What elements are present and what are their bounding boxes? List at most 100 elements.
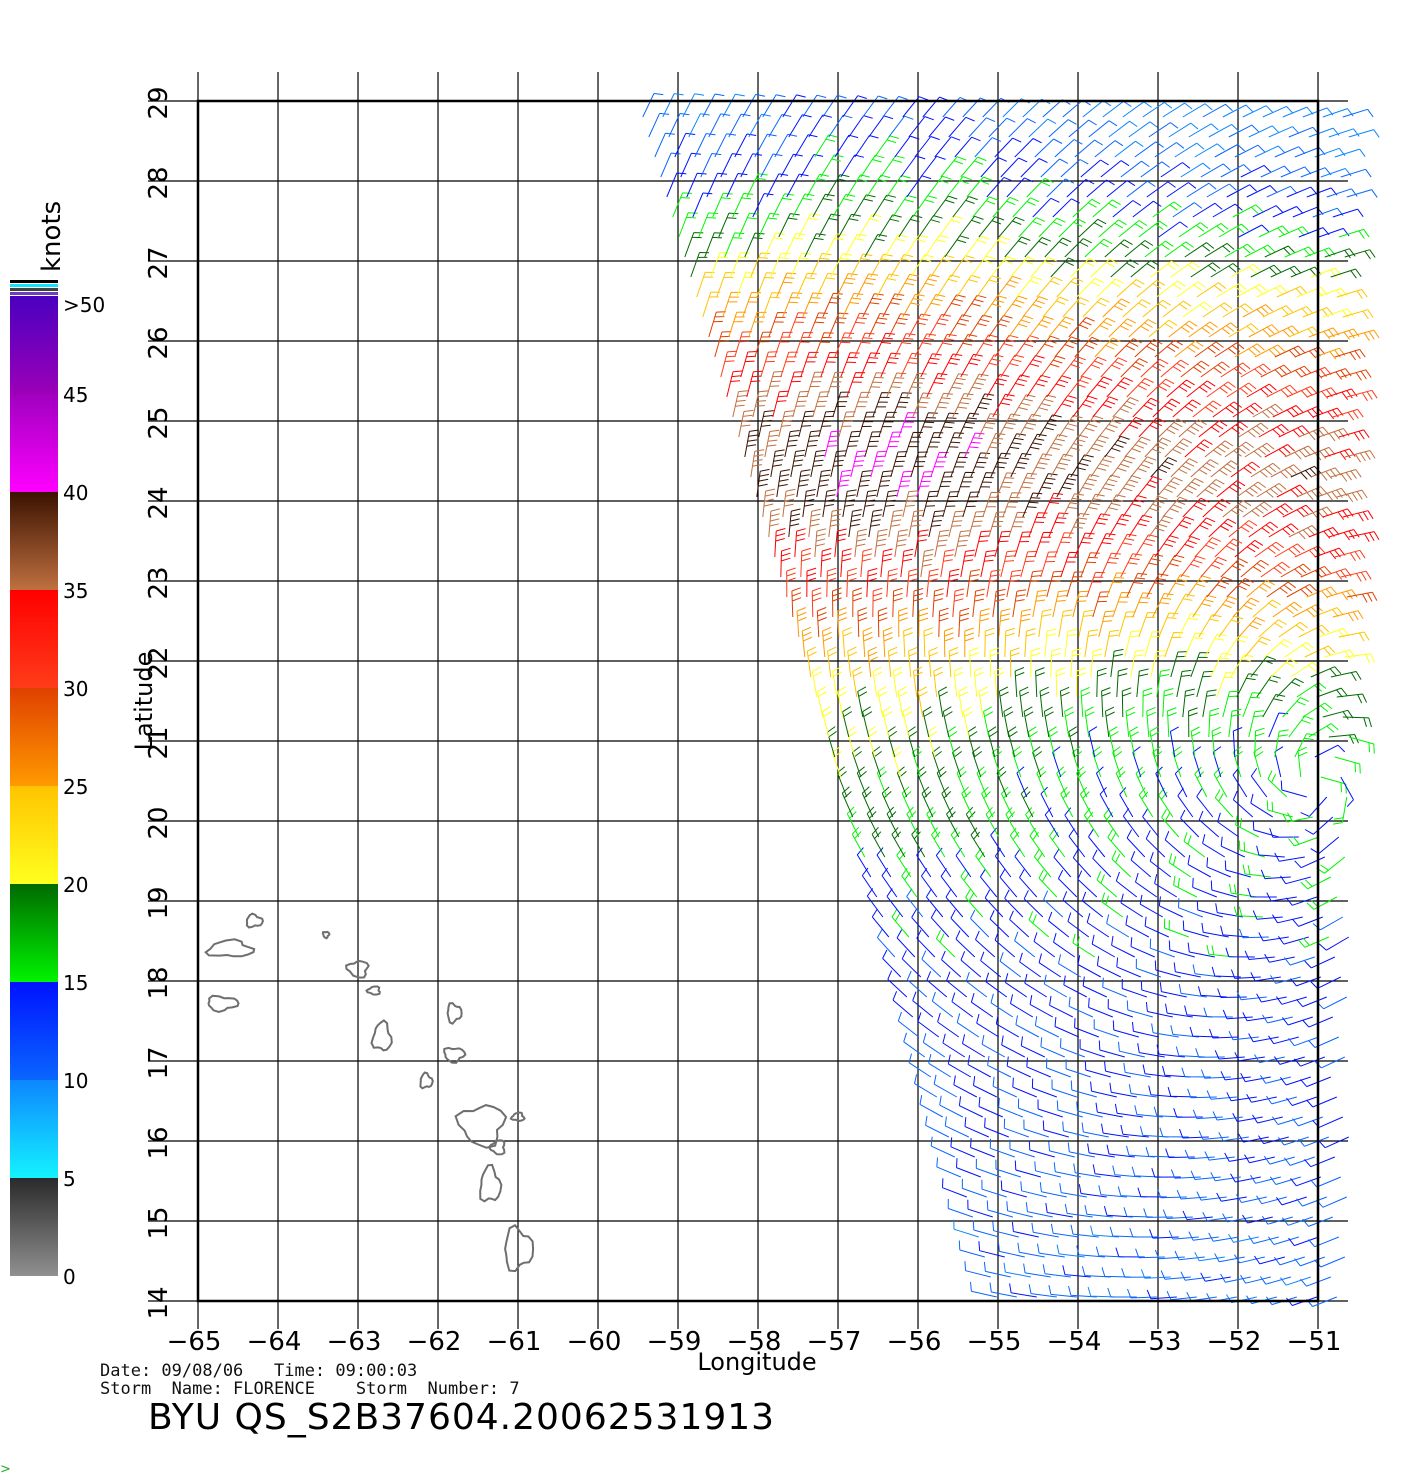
wind-barb <box>998 1097 1023 1118</box>
wind-barb <box>1145 830 1166 858</box>
wind-barb <box>1083 807 1100 838</box>
wind-barb <box>992 393 1015 418</box>
wind-barb <box>1104 239 1133 258</box>
wind-barb <box>904 431 923 458</box>
wind-barb <box>903 1032 926 1058</box>
wind-barb <box>890 451 908 478</box>
wind-barb <box>1128 1084 1157 1098</box>
wind-barb <box>1338 228 1370 239</box>
wind-barb <box>1043 974 1068 998</box>
wind-barb <box>864 431 882 458</box>
wind-barb <box>1260 561 1290 578</box>
wind-barb <box>1040 158 1069 178</box>
wind-barb <box>998 413 1021 438</box>
wind-barb <box>1173 1108 1203 1118</box>
wind-barb <box>1059 686 1070 718</box>
wind-barb <box>1068 726 1079 758</box>
wind-barb <box>1286 583 1317 598</box>
wind-barb <box>1132 397 1160 418</box>
wind-barb <box>1264 953 1295 963</box>
wind-barb <box>1232 402 1263 418</box>
wind-barb <box>1164 831 1186 858</box>
wind-barb <box>986 569 1001 598</box>
wind-barb <box>1019 686 1030 718</box>
wind-barb <box>1112 592 1131 618</box>
wind-barb <box>802 292 823 318</box>
wind-barb <box>794 134 818 158</box>
wind-barb <box>1242 501 1272 518</box>
wind-barb <box>1082 297 1110 318</box>
wind-barb <box>1166 379 1195 398</box>
wind-barb <box>770 252 791 278</box>
wind-barb <box>1166 1290 1197 1301</box>
wind-barb <box>1254 1054 1285 1064</box>
wind-barb <box>1239 928 1269 939</box>
wind-barb <box>1254 727 1265 758</box>
wind-barb <box>1028 118 1057 138</box>
wind-barb <box>1310 666 1342 678</box>
wind-barb <box>924 234 949 258</box>
wind-barb <box>1228 124 1260 138</box>
wind-barb <box>996 472 1017 498</box>
wind-barb <box>1187 855 1212 878</box>
wind-barb <box>1100 552 1121 578</box>
wind-barb <box>1106 377 1134 398</box>
wind-barb <box>1174 766 1188 798</box>
wind-barb <box>732 390 748 418</box>
wind-barb <box>908 1053 932 1078</box>
wind-barb <box>1200 1272 1231 1282</box>
wind-barb <box>1212 1111 1243 1121</box>
wind-barb <box>1162 1065 1191 1078</box>
wind-barb <box>1230 969 1261 979</box>
wind-barb <box>1284 956 1315 966</box>
wind-barb <box>1162 102 1193 118</box>
wind-barb <box>1238 224 1270 238</box>
wind-barb <box>896 470 913 498</box>
island-outline <box>365 985 381 996</box>
wind-barb <box>1068 828 1086 858</box>
wind-barb <box>830 450 846 478</box>
wind-barb <box>973 666 984 698</box>
wind-barb <box>1175 1046 1205 1058</box>
wind-barb <box>1038 869 1058 898</box>
wind-barb <box>871 908 890 938</box>
wind-barb <box>901 786 914 818</box>
wind-barb <box>1314 547 1346 560</box>
wind-barb <box>1340 570 1372 582</box>
wind-barb <box>1006 1056 1032 1078</box>
wind-barb <box>1112 1165 1141 1178</box>
wind-barb <box>989 910 1010 938</box>
wind-barb <box>1032 197 1060 218</box>
wind-barb <box>992 196 1019 218</box>
wind-barb <box>1168 122 1199 138</box>
wind-barb <box>862 706 873 738</box>
wind-barb <box>1157 1188 1187 1199</box>
wind-barb <box>866 806 880 838</box>
wind-barb <box>1028 911 1050 938</box>
wind-barb <box>1254 1255 1285 1265</box>
wind-barb <box>1002 295 1028 318</box>
latitude-tick-label: 28 <box>144 166 174 199</box>
wind-barb <box>1030 453 1053 478</box>
wind-barb <box>1236 673 1258 698</box>
wind-barb <box>1176 477 1204 498</box>
wind-barb <box>1124 436 1151 458</box>
wind-barb <box>924 432 944 458</box>
wind-barb <box>1102 494 1126 518</box>
wind-barb <box>866 372 886 398</box>
wind-barb <box>1158 612 1179 638</box>
wind-barb <box>1258 225 1290 238</box>
wind-barb <box>1094 337 1122 358</box>
wind-barb <box>1040 1037 1065 1058</box>
wind-barb <box>851 826 866 858</box>
wind-barb <box>964 235 990 258</box>
wind-barb <box>1137 1043 1165 1058</box>
wind-barb <box>1230 263 1261 278</box>
wind-barb <box>932 588 944 618</box>
coastline-islands <box>204 912 535 1273</box>
wind-barb <box>850 450 867 478</box>
wind-barb <box>1098 219 1127 238</box>
wind-barb <box>816 686 827 718</box>
wind-barb <box>1025 807 1040 838</box>
wind-barb <box>994 931 1016 958</box>
